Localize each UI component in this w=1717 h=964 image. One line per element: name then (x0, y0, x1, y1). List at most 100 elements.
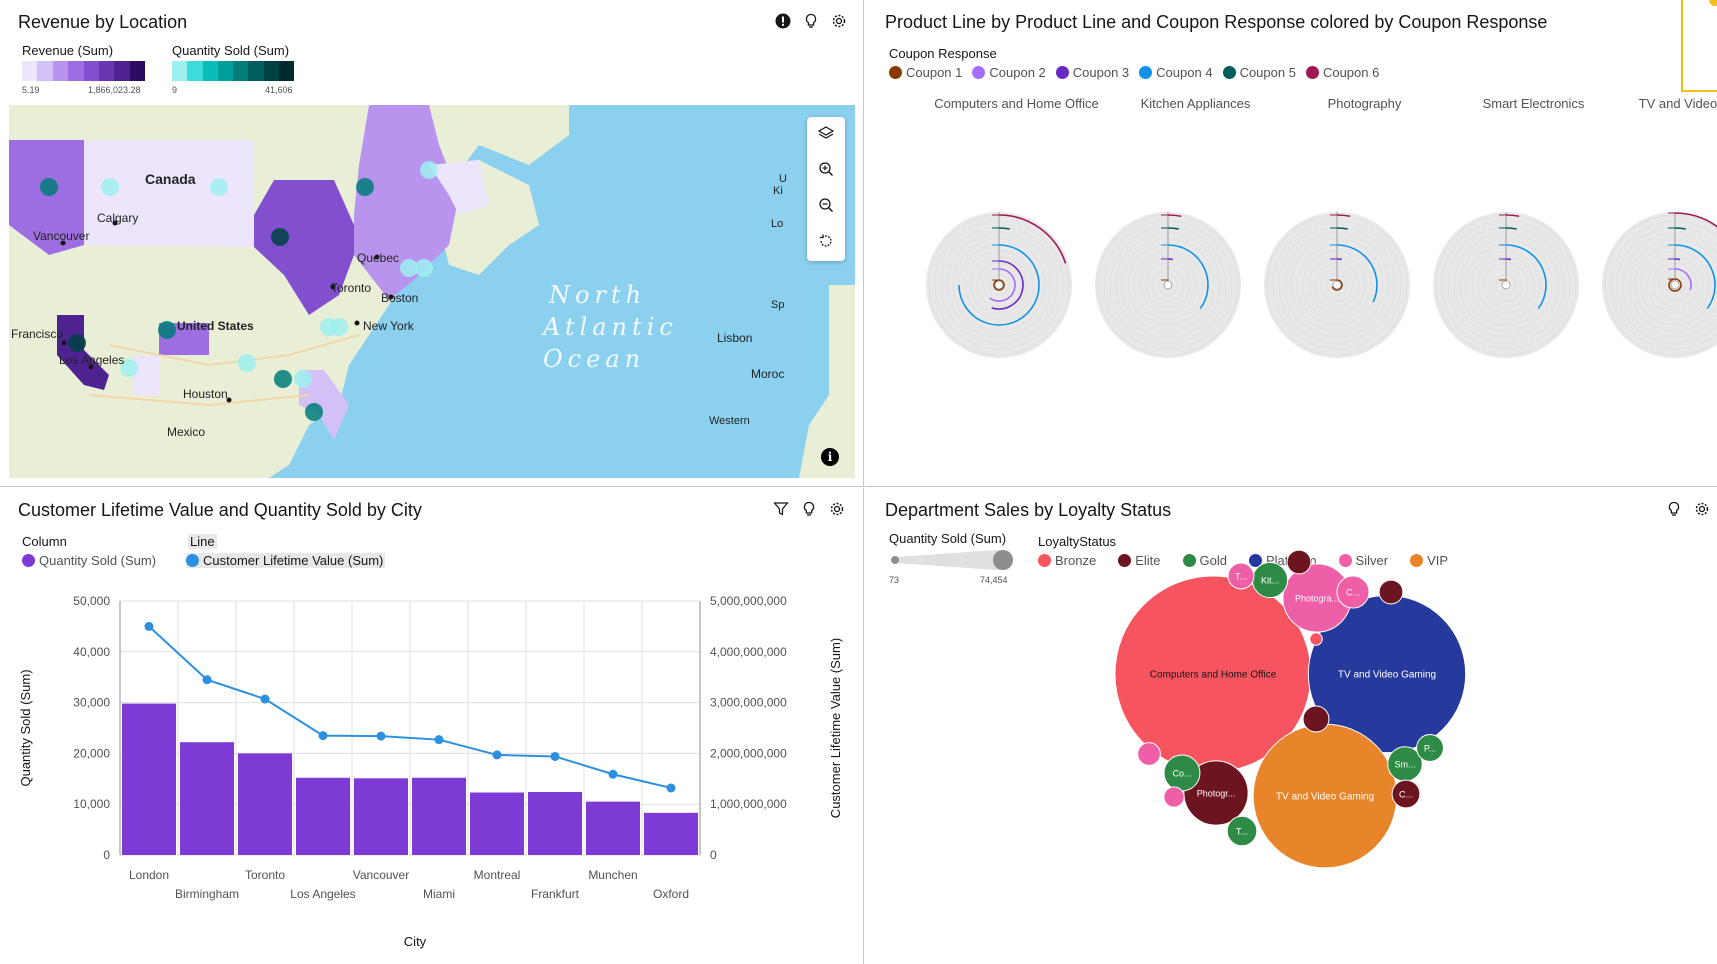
department-bubble[interactable] (1309, 632, 1323, 646)
quantity-bubble[interactable] (120, 359, 138, 377)
coupon-arc[interactable] (998, 227, 1010, 230)
zoom-out-icon[interactable] (818, 197, 834, 217)
coupon-arc[interactable] (991, 260, 1024, 310)
coupon-arc[interactable] (1336, 214, 1351, 218)
reset-icon[interactable] (818, 233, 834, 253)
radial-chart[interactable] (926, 212, 1072, 358)
coupon-arc[interactable] (1336, 227, 1348, 230)
bar[interactable] (180, 742, 234, 855)
department-bubble[interactable]: T... (1226, 815, 1258, 847)
coupon-legend-item[interactable]: Coupon 4 (1139, 65, 1213, 80)
coupon-arc[interactable] (1674, 244, 1716, 309)
coupon-arc[interactable] (958, 244, 1040, 326)
quantity-bubble[interactable] (271, 228, 289, 246)
department-bubble[interactable]: T... (1227, 562, 1255, 590)
map-canvas[interactable] (9, 105, 855, 478)
bar[interactable] (122, 703, 176, 855)
coupon-arc[interactable] (1505, 227, 1517, 230)
coupon-arc[interactable] (998, 214, 1067, 264)
coupon-arc[interactable] (1668, 278, 1682, 292)
radial-chart[interactable] (1264, 212, 1410, 358)
quantity-bubble[interactable] (101, 178, 119, 196)
quantity-bubble[interactable] (400, 259, 418, 277)
coupon-arc[interactable] (1674, 227, 1686, 230)
zoom-in-icon[interactable] (818, 161, 834, 181)
department-bubble[interactable] (1137, 742, 1161, 766)
line-point[interactable] (260, 694, 270, 704)
coupon-arc[interactable] (1167, 244, 1209, 309)
quantity-bubble[interactable] (158, 321, 176, 339)
loyalty-legend-item[interactable]: Silver (1338, 553, 1388, 568)
line-point[interactable] (550, 751, 560, 761)
settings-icon[interactable] (1693, 500, 1711, 518)
coupon-legend-item[interactable]: Coupon 3 (1055, 65, 1129, 80)
lightbulb-icon[interactable] (802, 12, 820, 30)
department-bubble[interactable]: C... (1391, 779, 1421, 809)
department-bubble[interactable] (1378, 579, 1404, 605)
column-legend-item[interactable]: Quantity Sold (Sum) (22, 553, 156, 568)
department-bubble[interactable]: Kit... (1251, 561, 1289, 599)
radial-chart[interactable] (1602, 212, 1717, 358)
bar[interactable] (296, 777, 350, 855)
loyalty-legend-item[interactable]: Elite (1118, 553, 1161, 568)
coupon-arc[interactable] (1331, 279, 1343, 291)
bar[interactable] (412, 777, 466, 855)
department-bubble[interactable]: Co... (1163, 754, 1201, 792)
quantity-bubble[interactable] (415, 259, 433, 277)
coupon-arc[interactable] (1505, 244, 1547, 309)
coupon-arc[interactable] (989, 268, 1016, 302)
coupon-arc[interactable] (1505, 214, 1520, 218)
line-point[interactable] (318, 731, 328, 741)
layers-icon[interactable] (817, 125, 835, 145)
line-point[interactable] (202, 675, 212, 685)
lightbulb-icon[interactable] (1665, 500, 1683, 518)
line-point[interactable] (376, 731, 386, 741)
bar[interactable] (644, 812, 698, 855)
coupon-arc[interactable] (1674, 212, 1717, 263)
department-bubble[interactable] (1163, 786, 1185, 808)
department-bubble[interactable]: TV and Video Gaming (1252, 723, 1398, 869)
quantity-bubble[interactable] (305, 403, 323, 421)
settings-icon[interactable] (830, 12, 848, 30)
bar[interactable] (586, 801, 640, 855)
loyalty-legend-item[interactable]: Bronze (1038, 553, 1096, 568)
coupon-legend-item[interactable]: Coupon 5 (1222, 65, 1296, 80)
line-point[interactable] (608, 769, 618, 779)
line-point[interactable] (492, 750, 502, 760)
line-point[interactable] (666, 783, 676, 793)
bar[interactable] (238, 753, 292, 855)
bar[interactable] (470, 792, 524, 855)
department-bubble[interactable] (1286, 549, 1312, 575)
department-bubble[interactable]: C... (1336, 575, 1370, 609)
line-point[interactable] (434, 735, 444, 745)
bar[interactable] (528, 792, 582, 855)
quantity-bubble[interactable] (274, 370, 292, 388)
revenue-map[interactable]: Canada Calgary Vancouver Quebec Toronto Bosto… (9, 105, 855, 478)
quantity-bubble[interactable] (40, 178, 58, 196)
quantity-bubble[interactable] (356, 178, 374, 196)
filter-icon[interactable] (772, 500, 790, 518)
radial-chart[interactable] (1433, 212, 1579, 358)
coupon-legend-item[interactable]: Coupon 2 (972, 65, 1046, 80)
coupon-arc[interactable] (1167, 214, 1182, 218)
radial-chart[interactable] (1095, 212, 1241, 358)
department-bubble[interactable] (1302, 705, 1330, 733)
coupon-arc[interactable] (1336, 244, 1378, 303)
quantity-bubble[interactable] (68, 334, 86, 352)
quantity-bubble[interactable] (238, 354, 256, 372)
alert-icon[interactable] (774, 12, 792, 30)
coupon-legend-item[interactable]: Coupon 1 (889, 65, 962, 80)
quantity-bubble[interactable] (330, 318, 348, 336)
map-info-icon[interactable]: i (821, 448, 839, 466)
coupon-legend-item[interactable]: Coupon 6 (1305, 65, 1379, 80)
department-bubble[interactable]: Sm... (1387, 746, 1423, 782)
settings-icon[interactable] (828, 500, 846, 518)
loyalty-legend-item[interactable]: Gold (1182, 553, 1227, 568)
line-point[interactable] (144, 621, 154, 631)
quantity-bubble[interactable] (294, 370, 312, 388)
loyalty-legend-item[interactable]: VIP (1410, 553, 1448, 568)
quantity-bubble[interactable] (210, 178, 228, 196)
line-legend-item[interactable]: Customer Lifetime Value (Sum) (186, 553, 386, 568)
coupon-arc[interactable] (993, 279, 1005, 291)
coupon-arc[interactable] (1674, 268, 1692, 291)
